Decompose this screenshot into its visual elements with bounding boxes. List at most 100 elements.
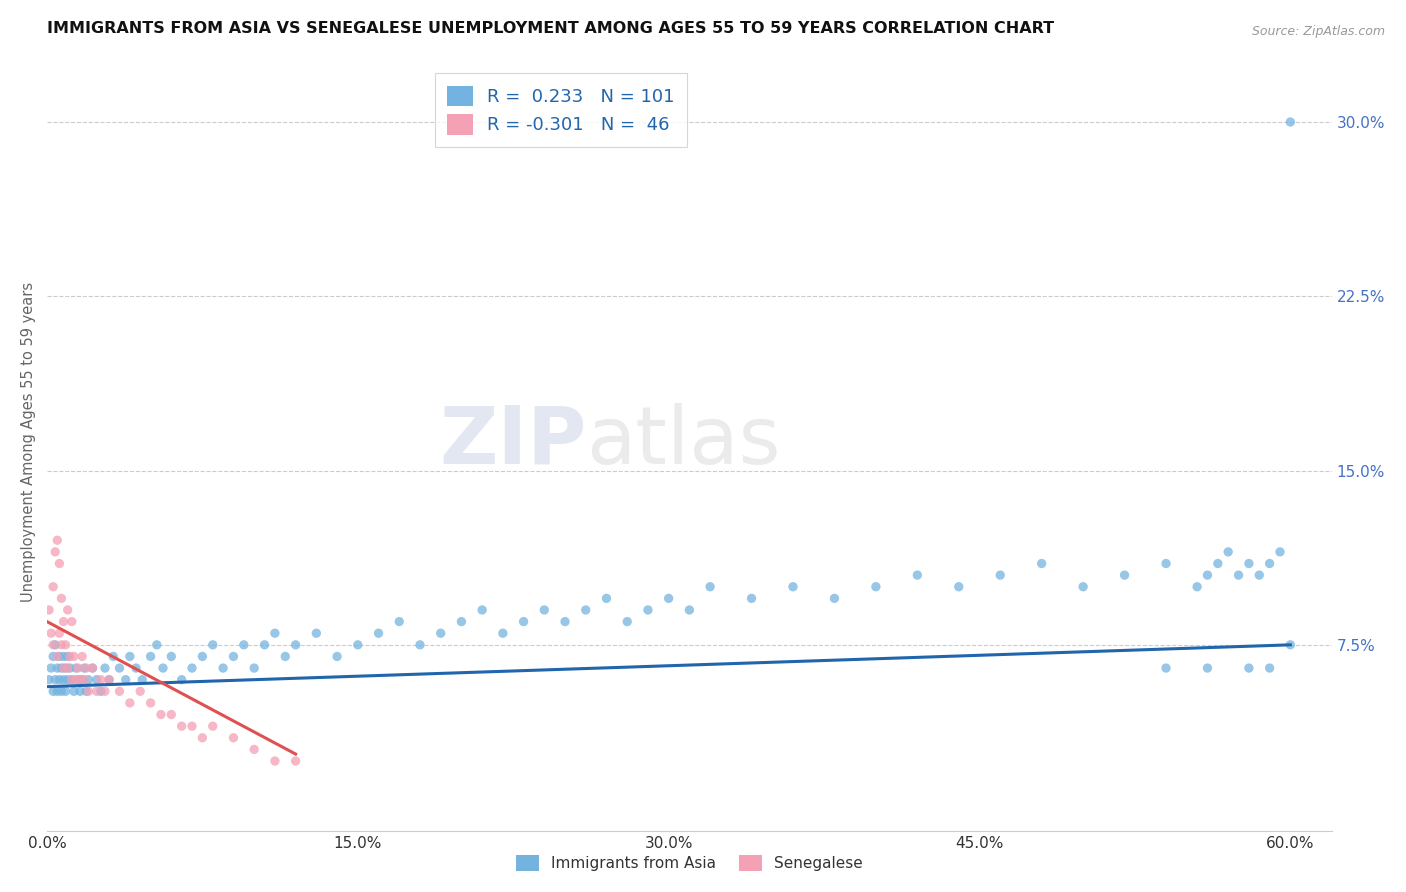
Point	[103, 649, 125, 664]
Point	[60, 615, 83, 629]
Point	[52, 661, 75, 675]
Point	[284, 638, 307, 652]
Point	[65, 661, 87, 675]
Point	[48, 649, 70, 664]
Point	[75, 661, 97, 675]
Point	[201, 719, 224, 733]
Point	[222, 649, 245, 664]
Text: atlas: atlas	[586, 402, 780, 481]
Y-axis label: Unemployment Among Ages 55 to 59 years: Unemployment Among Ages 55 to 59 years	[21, 282, 35, 601]
Point	[1197, 661, 1219, 675]
Point	[533, 603, 555, 617]
Point	[170, 673, 193, 687]
Point	[56, 649, 79, 664]
Point	[98, 673, 121, 687]
Point	[1249, 568, 1271, 582]
Point	[1237, 557, 1260, 571]
Point	[429, 626, 451, 640]
Point	[60, 673, 83, 687]
Point	[160, 707, 183, 722]
Point	[326, 649, 349, 664]
Point	[90, 673, 112, 687]
Point	[129, 684, 152, 698]
Point	[39, 626, 62, 640]
Point	[243, 742, 266, 756]
Text: ZIP: ZIP	[439, 402, 586, 481]
Point	[212, 661, 235, 675]
Point	[264, 626, 287, 640]
Point	[86, 673, 108, 687]
Point	[69, 684, 91, 698]
Point	[59, 661, 82, 675]
Point	[118, 649, 141, 664]
Point	[51, 684, 73, 698]
Point	[658, 591, 681, 606]
Point	[131, 673, 153, 687]
Point	[865, 580, 887, 594]
Point	[741, 591, 763, 606]
Point	[66, 661, 89, 675]
Point	[222, 731, 245, 745]
Point	[70, 673, 93, 687]
Point	[46, 533, 69, 548]
Point	[264, 754, 287, 768]
Point	[346, 638, 368, 652]
Point	[65, 673, 87, 687]
Point	[905, 568, 928, 582]
Point	[1279, 638, 1302, 652]
Point	[51, 638, 73, 652]
Point	[367, 626, 389, 640]
Point	[108, 661, 131, 675]
Point	[94, 684, 117, 698]
Point	[232, 638, 254, 652]
Point	[55, 684, 77, 698]
Point	[782, 580, 804, 594]
Point	[554, 615, 576, 629]
Point	[56, 661, 79, 675]
Point	[492, 626, 515, 640]
Point	[191, 649, 214, 664]
Point	[575, 603, 598, 617]
Point	[52, 673, 75, 687]
Point	[51, 661, 73, 675]
Point	[44, 545, 66, 559]
Point	[1185, 580, 1208, 594]
Point	[48, 626, 70, 640]
Point	[55, 661, 77, 675]
Point	[595, 591, 617, 606]
Point	[948, 580, 970, 594]
Point	[1197, 568, 1219, 582]
Point	[56, 603, 79, 617]
Point	[149, 707, 172, 722]
Text: IMMIGRANTS FROM ASIA VS SENEGALESE UNEMPLOYMENT AMONG AGES 55 TO 59 YEARS CORREL: IMMIGRANTS FROM ASIA VS SENEGALESE UNEMP…	[46, 21, 1054, 36]
Point	[181, 719, 204, 733]
Point	[38, 673, 60, 687]
Point	[1237, 661, 1260, 675]
Point	[1218, 545, 1240, 559]
Point	[243, 661, 266, 675]
Point	[637, 603, 659, 617]
Point	[82, 661, 104, 675]
Point	[69, 673, 91, 687]
Point	[1206, 557, 1229, 571]
Point	[1258, 557, 1281, 571]
Point	[118, 696, 141, 710]
Point	[46, 684, 69, 698]
Point	[46, 661, 69, 675]
Point	[1114, 568, 1136, 582]
Point	[86, 684, 108, 698]
Point	[152, 661, 174, 675]
Point	[409, 638, 432, 652]
Point	[201, 638, 224, 652]
Legend: Immigrants from Asia, Senegalese: Immigrants from Asia, Senegalese	[510, 849, 869, 878]
Point	[284, 754, 307, 768]
Point	[94, 661, 117, 675]
Point	[44, 673, 66, 687]
Point	[181, 661, 204, 675]
Point	[44, 638, 66, 652]
Point	[38, 603, 60, 617]
Point	[699, 580, 721, 594]
Point	[55, 638, 77, 652]
Point	[63, 649, 86, 664]
Point	[73, 673, 96, 687]
